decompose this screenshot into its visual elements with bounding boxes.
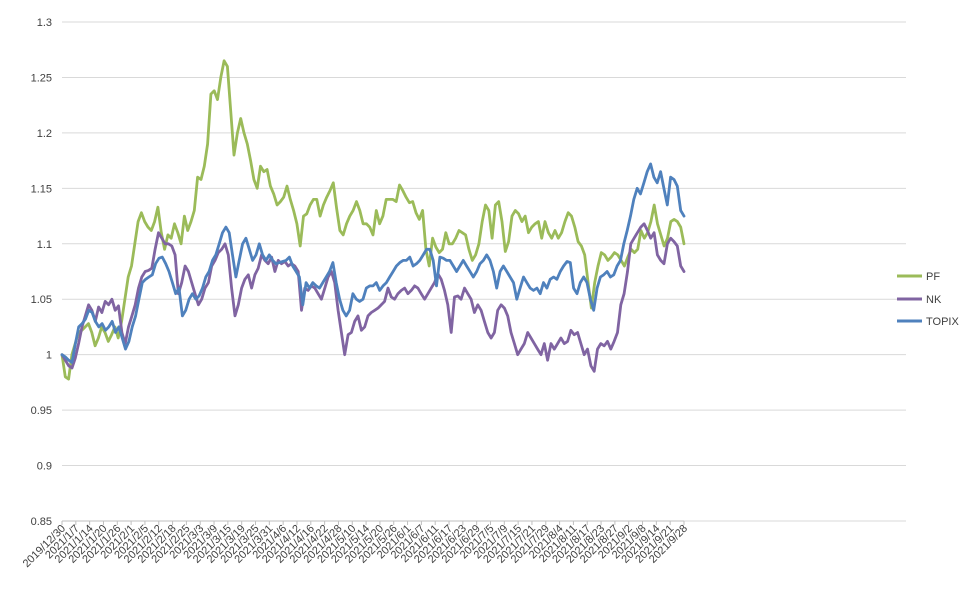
y-tick-label: 0.95 xyxy=(31,405,52,417)
y-tick-label: 1.25 xyxy=(31,72,52,84)
y-tick-label: 1.05 xyxy=(31,294,52,306)
legend-label-topix: TOPIX xyxy=(926,316,959,328)
x-axis: 2019/12/302021/1/72021/1/142021/1/202021… xyxy=(21,520,690,570)
y-tick-label: 1.3 xyxy=(37,17,52,29)
legend-label-nk: NK xyxy=(926,294,942,306)
legend-label-pf: PF xyxy=(926,271,940,283)
y-tick-label: 1 xyxy=(46,350,52,362)
y-tick-label: 1.2 xyxy=(37,128,52,140)
y-tick-label: 0.9 xyxy=(37,461,52,473)
series-lines xyxy=(60,59,686,381)
y-axis-tick-labels: 0.85 0.9 0.95 1 1.05 1.1 1.15 1.2 1.25 1.3 xyxy=(31,17,52,528)
series-line-pf xyxy=(60,59,686,381)
series-line-nk xyxy=(60,222,686,373)
series-line-topix xyxy=(60,162,686,364)
gridlines xyxy=(62,21,906,522)
y-tick-label: 1.15 xyxy=(31,183,52,195)
legend: PF NK TOPIX xyxy=(897,271,959,328)
y-tick-label: 0.85 xyxy=(31,516,52,528)
y-tick-label: 1.1 xyxy=(37,239,52,251)
